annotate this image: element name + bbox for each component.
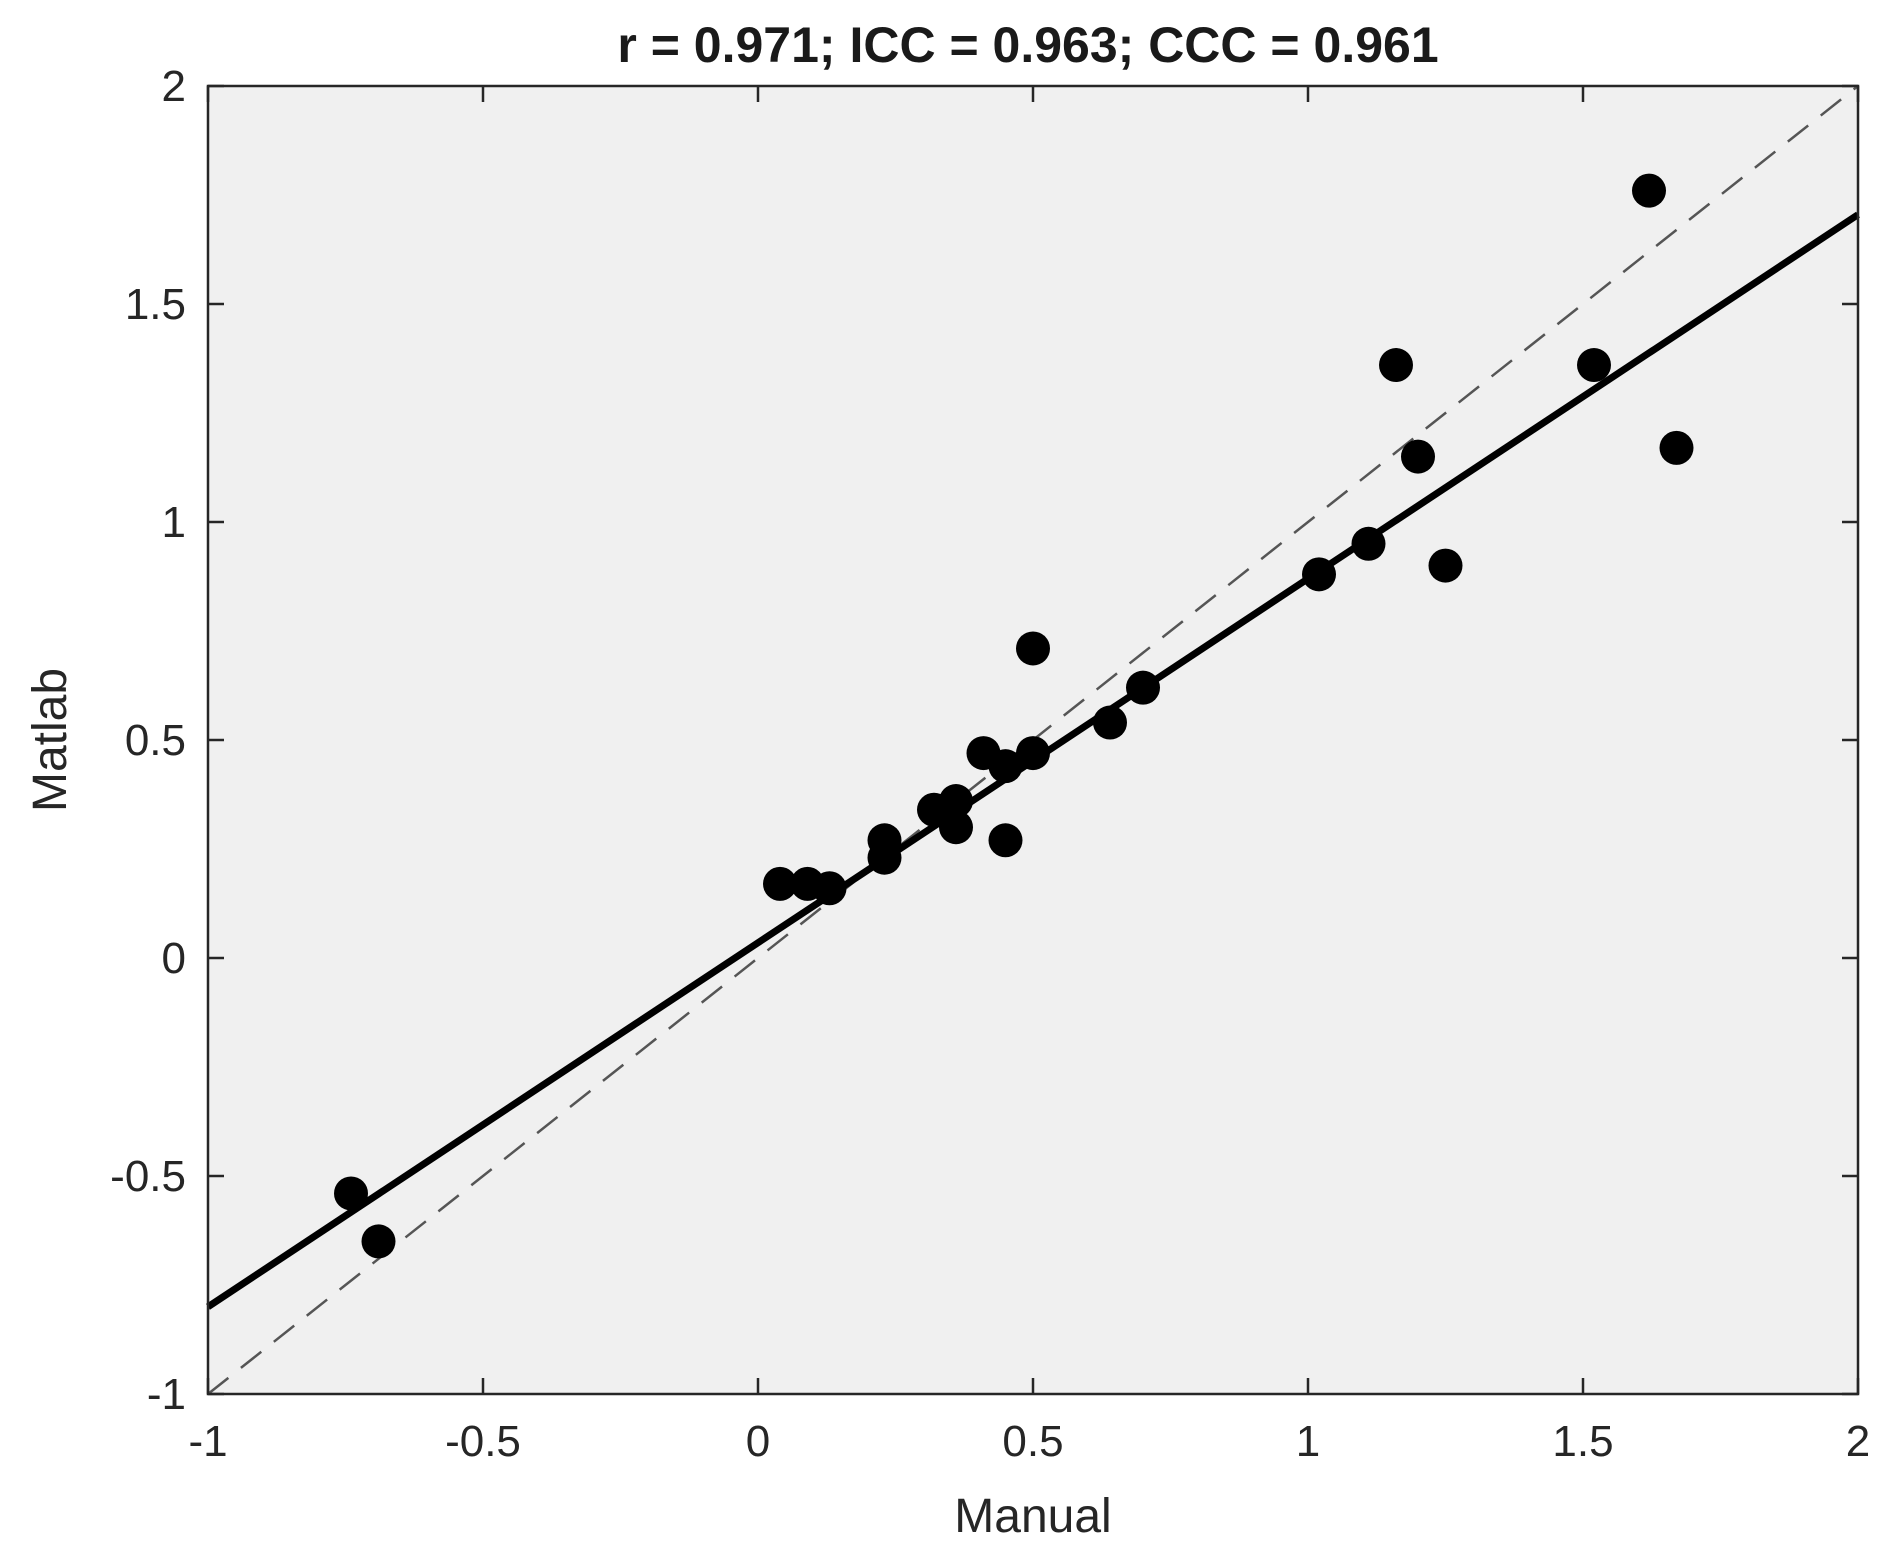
data-point	[939, 784, 973, 819]
y-tick-label: 0.5	[125, 716, 186, 765]
y-tick-label: 1	[162, 498, 186, 547]
x-tick-label: 2	[1846, 1417, 1870, 1466]
data-point	[361, 1224, 396, 1259]
x-tick-label: 0	[746, 1417, 770, 1466]
data-point	[1016, 631, 1050, 666]
x-tick-label: -1	[188, 1417, 227, 1466]
data-point	[812, 871, 847, 906]
data-point	[1351, 526, 1386, 561]
data-point	[1379, 348, 1413, 383]
x-tick-label: 1	[1296, 1417, 1320, 1466]
data-point	[988, 823, 1023, 858]
data-point	[1632, 173, 1666, 208]
data-point	[1401, 439, 1435, 474]
data-point	[334, 1176, 368, 1211]
data-point	[1577, 348, 1611, 383]
x-axis-label: Manual	[954, 1490, 1111, 1543]
ticks-layer: -1 -0.5 0 0.5 1 1.5 2 -1 -0.5 0 0.5 1 1.5 2	[110, 62, 1870, 1466]
data-point	[1659, 430, 1694, 465]
y-tick-label: 0	[162, 934, 186, 983]
x-tick-label: 0.5	[1002, 1417, 1063, 1466]
data-point	[763, 866, 797, 901]
y-tick-label: 1.5	[125, 280, 186, 329]
y-tick-label: 2	[162, 62, 186, 111]
plot-frame	[206, 84, 1860, 1396]
data-point	[1093, 705, 1127, 740]
data-point	[1302, 557, 1336, 592]
points-layer	[334, 173, 1694, 1259]
data-point	[988, 749, 1023, 784]
data-point	[1016, 736, 1050, 771]
y-axis-label: Matlab	[24, 668, 77, 812]
data-point	[939, 810, 973, 845]
data-point	[1126, 670, 1160, 705]
data-point	[1428, 548, 1463, 583]
y-tick-label: -1	[147, 1370, 186, 1419]
x-tick-label: 1.5	[1552, 1417, 1613, 1466]
data-point	[867, 840, 902, 875]
chart-title: r = 0.971; ICC = 0.963; CCC = 0.961	[617, 17, 1438, 73]
y-tick-label: -0.5	[110, 1152, 186, 1201]
x-tick-label: -0.5	[445, 1417, 521, 1466]
